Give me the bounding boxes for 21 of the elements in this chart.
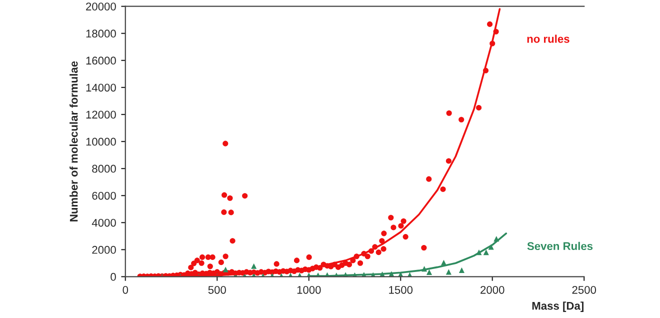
y-tick-label: 12000	[86, 110, 116, 119]
y-tick-label: 4000	[92, 218, 116, 227]
x-tick-label: 500	[208, 286, 226, 294]
x-tick-label: 1500	[389, 286, 413, 294]
y-tick-label: 14000	[86, 84, 116, 92]
x-tick-label: 1000	[297, 286, 321, 294]
x-tick-label: 0	[122, 286, 128, 294]
text: Seven Rules	[527, 242, 593, 250]
text: no rules	[527, 34, 570, 43]
x-tick-label: 2000	[480, 286, 504, 294]
y-tick-label: 10000	[86, 138, 116, 146]
y-tick-label: 8000	[92, 164, 116, 173]
x-axis-title: Mass [Da]	[532, 302, 584, 312]
y-tick-label: 6000	[92, 192, 116, 200]
y-tick-label: 2000	[92, 246, 116, 254]
y-tick-label: 0	[110, 272, 116, 281]
y-axis-title: Number of molecular formulae	[70, 61, 78, 222]
y-tick-label: 18000	[86, 30, 116, 38]
y-tick-label: 20000	[86, 2, 116, 10]
y-tick-label: 16000	[86, 56, 116, 65]
x-tick-label: 2500	[572, 286, 596, 294]
